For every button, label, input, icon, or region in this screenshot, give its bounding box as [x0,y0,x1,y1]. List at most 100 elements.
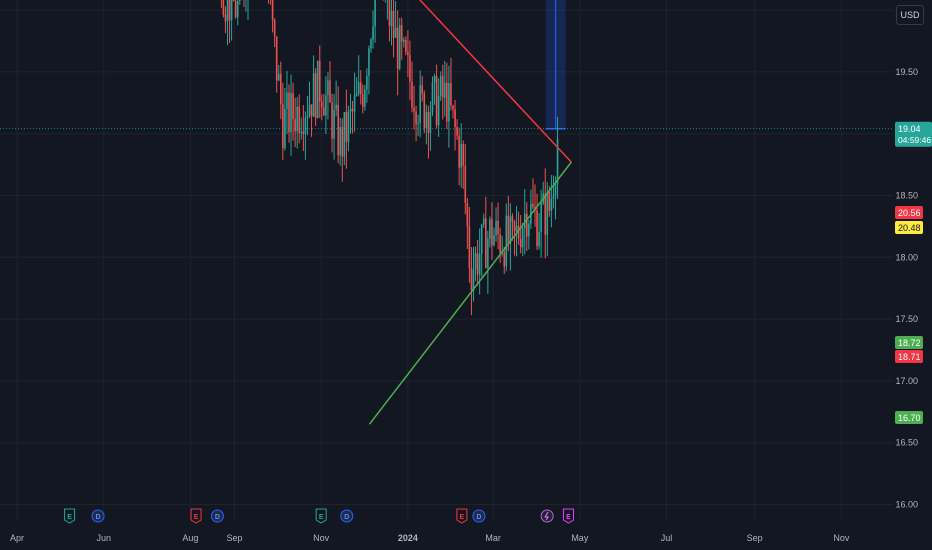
candle-body [505,215,508,267]
candle-body [335,104,337,111]
candle-body [279,73,282,105]
candle-body [372,26,374,40]
candle-body [341,127,344,157]
candle-body [528,223,530,237]
dividend-marker[interactable] [472,509,486,523]
earnings-marker[interactable] [190,508,202,524]
time-tick-label: Apr [10,533,24,543]
lightning-icon [544,511,550,521]
triangle-trendlines[interactable] [368,0,572,425]
candle-body [509,216,512,244]
candle-body [222,0,225,15]
earnings-marker[interactable] [562,508,574,524]
candle-body [548,192,551,211]
candle-body [353,95,356,112]
candle-body [470,268,473,291]
earnings-marker[interactable] [456,508,468,524]
candle-body [511,216,514,222]
price-label: 20.56 [898,208,921,218]
candle-body [519,238,522,248]
candle-body [320,101,323,108]
price-axis[interactable]: 23.5023.0022.5022.0021.5021.0020.5020.00… [893,0,932,550]
earnings-marker[interactable] [315,508,327,524]
candle-body [366,75,368,90]
candle-body [288,92,290,133]
candle-body [226,0,229,22]
dividend-marker-letter: D [215,514,220,521]
candle-body [435,75,438,126]
candle-body [388,0,391,26]
candle-body [361,94,364,107]
earnings-marker[interactable] [64,508,76,524]
candle-body [439,75,442,96]
split-marker[interactable] [540,509,554,523]
candle-body [327,80,329,96]
candle-body [450,83,452,106]
candle-body [325,95,327,116]
candle-body [273,20,276,37]
candle-body [296,106,298,132]
candle-body [333,110,335,139]
candle-body [462,144,465,166]
candlestick-series [0,0,893,316]
dividend-marker[interactable] [91,509,105,523]
candle-body [357,82,360,94]
candle-body [400,25,403,42]
currency-label[interactable]: USD [896,5,924,25]
candle-body [271,0,274,21]
candle-body [232,0,235,2]
candle-body [277,73,280,81]
support-trendline[interactable] [368,161,572,425]
candle-body [525,213,528,237]
candle-body [355,93,358,96]
candle-body [464,165,467,203]
candle-body [374,0,376,27]
candle-body [396,27,399,69]
candle-body [282,104,284,149]
candle-body [234,1,237,18]
candle-body [491,219,493,246]
candle-body [466,202,469,227]
candle-body [454,109,456,128]
candle-body [306,115,309,118]
price-label: 20.48 [898,223,921,233]
candle-body [298,106,301,134]
candle-body [405,39,407,53]
time-tick-label: 2024 [398,533,418,543]
candle-body [318,60,321,102]
price-tick-label: 16.00 [895,500,918,510]
dividend-marker[interactable] [210,509,224,523]
candle-body [536,210,538,247]
resistance-trendline[interactable] [369,0,572,163]
candle-body [437,95,440,126]
candle-body [292,93,294,120]
candle-body [441,75,444,98]
candle-body [429,112,432,133]
candle-body [304,117,307,134]
time-axis[interactable]: Apr Jun Aug Sep Nov 2024 Mar May Jul Sep Nov [10,533,850,543]
candle-body [497,220,499,235]
price-range-projection[interactable]: 3.08 (16.19%) 308 [523,0,589,130]
earnings-marker-letter: E [460,514,465,521]
candle-body [238,0,241,1]
candle-body [331,102,333,139]
candle-body [329,80,331,103]
candle-body [446,82,448,122]
candle-body [487,238,489,268]
candle-body [370,39,372,49]
candle-body [415,111,417,125]
candle-body [228,0,231,21]
candle-body [359,82,362,95]
candle-body [532,203,534,207]
candle-body [476,253,479,275]
price-label-box [895,410,923,424]
time-tick-label: Sep [747,533,763,543]
candle-body [351,109,354,112]
dividend-marker[interactable] [340,509,354,523]
price-label-box [895,221,923,234]
candle-body [523,213,526,229]
price-label: 18.72 [898,338,921,348]
dividend-marker-letter: D [344,514,349,521]
